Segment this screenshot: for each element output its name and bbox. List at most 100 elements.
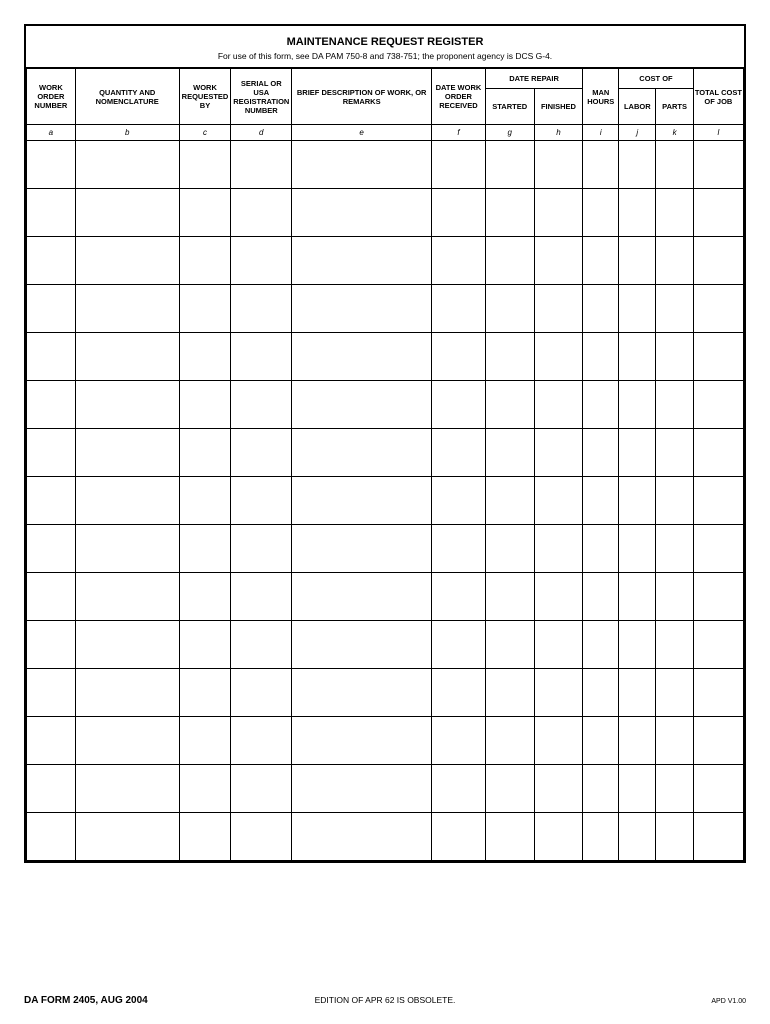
- table-cell[interactable]: [75, 381, 179, 429]
- table-cell[interactable]: [75, 285, 179, 333]
- table-cell[interactable]: [583, 573, 619, 621]
- table-cell[interactable]: [534, 381, 583, 429]
- table-cell[interactable]: [485, 813, 534, 861]
- table-cell[interactable]: [656, 525, 693, 573]
- table-cell[interactable]: [485, 381, 534, 429]
- table-cell[interactable]: [656, 189, 693, 237]
- table-cell[interactable]: [583, 333, 619, 381]
- table-cell[interactable]: [432, 189, 486, 237]
- table-cell[interactable]: [292, 621, 432, 669]
- table-cell[interactable]: [485, 429, 534, 477]
- table-cell[interactable]: [619, 333, 656, 381]
- table-cell[interactable]: [619, 717, 656, 765]
- table-cell[interactable]: [534, 285, 583, 333]
- table-cell[interactable]: [583, 765, 619, 813]
- table-cell[interactable]: [432, 333, 486, 381]
- table-cell[interactable]: [619, 525, 656, 573]
- table-cell[interactable]: [292, 333, 432, 381]
- table-cell[interactable]: [231, 189, 292, 237]
- table-cell[interactable]: [432, 141, 486, 189]
- table-cell[interactable]: [179, 189, 231, 237]
- table-cell[interactable]: [534, 573, 583, 621]
- table-cell[interactable]: [231, 237, 292, 285]
- table-cell[interactable]: [292, 765, 432, 813]
- table-cell[interactable]: [27, 813, 76, 861]
- table-cell[interactable]: [583, 669, 619, 717]
- table-cell[interactable]: [292, 573, 432, 621]
- table-cell[interactable]: [292, 813, 432, 861]
- table-cell[interactable]: [75, 573, 179, 621]
- table-cell[interactable]: [693, 333, 743, 381]
- table-cell[interactable]: [292, 477, 432, 525]
- table-cell[interactable]: [75, 333, 179, 381]
- table-cell[interactable]: [231, 573, 292, 621]
- table-cell[interactable]: [432, 285, 486, 333]
- table-cell[interactable]: [693, 621, 743, 669]
- table-cell[interactable]: [179, 813, 231, 861]
- table-cell[interactable]: [534, 717, 583, 765]
- table-cell[interactable]: [179, 669, 231, 717]
- table-cell[interactable]: [231, 477, 292, 525]
- table-cell[interactable]: [485, 189, 534, 237]
- table-cell[interactable]: [485, 525, 534, 573]
- table-cell[interactable]: [27, 525, 76, 573]
- table-cell[interactable]: [693, 381, 743, 429]
- table-cell[interactable]: [231, 765, 292, 813]
- table-cell[interactable]: [619, 477, 656, 525]
- table-cell[interactable]: [619, 429, 656, 477]
- table-cell[interactable]: [432, 669, 486, 717]
- table-cell[interactable]: [534, 621, 583, 669]
- table-cell[interactable]: [75, 141, 179, 189]
- table-cell[interactable]: [693, 525, 743, 573]
- table-cell[interactable]: [693, 813, 743, 861]
- table-cell[interactable]: [656, 717, 693, 765]
- table-cell[interactable]: [583, 813, 619, 861]
- table-cell[interactable]: [534, 669, 583, 717]
- table-cell[interactable]: [179, 765, 231, 813]
- table-cell[interactable]: [693, 285, 743, 333]
- table-cell[interactable]: [179, 717, 231, 765]
- table-cell[interactable]: [292, 141, 432, 189]
- table-cell[interactable]: [231, 333, 292, 381]
- table-cell[interactable]: [485, 237, 534, 285]
- table-cell[interactable]: [656, 333, 693, 381]
- table-cell[interactable]: [432, 765, 486, 813]
- table-cell[interactable]: [432, 717, 486, 765]
- table-cell[interactable]: [27, 333, 76, 381]
- table-cell[interactable]: [619, 621, 656, 669]
- table-cell[interactable]: [534, 477, 583, 525]
- table-cell[interactable]: [432, 525, 486, 573]
- table-cell[interactable]: [432, 381, 486, 429]
- table-cell[interactable]: [583, 477, 619, 525]
- table-cell[interactable]: [292, 717, 432, 765]
- table-cell[interactable]: [656, 429, 693, 477]
- table-cell[interactable]: [231, 429, 292, 477]
- table-cell[interactable]: [619, 285, 656, 333]
- table-cell[interactable]: [693, 189, 743, 237]
- table-cell[interactable]: [75, 477, 179, 525]
- table-cell[interactable]: [27, 237, 76, 285]
- table-cell[interactable]: [693, 477, 743, 525]
- table-cell[interactable]: [231, 621, 292, 669]
- table-cell[interactable]: [75, 765, 179, 813]
- table-cell[interactable]: [432, 573, 486, 621]
- table-cell[interactable]: [619, 237, 656, 285]
- table-cell[interactable]: [432, 621, 486, 669]
- table-cell[interactable]: [179, 621, 231, 669]
- table-cell[interactable]: [485, 621, 534, 669]
- table-cell[interactable]: [485, 573, 534, 621]
- table-cell[interactable]: [656, 813, 693, 861]
- table-cell[interactable]: [179, 477, 231, 525]
- table-cell[interactable]: [583, 381, 619, 429]
- table-cell[interactable]: [619, 381, 656, 429]
- table-cell[interactable]: [27, 621, 76, 669]
- table-cell[interactable]: [619, 573, 656, 621]
- table-cell[interactable]: [432, 477, 486, 525]
- table-cell[interactable]: [656, 141, 693, 189]
- table-cell[interactable]: [693, 237, 743, 285]
- table-cell[interactable]: [179, 141, 231, 189]
- table-cell[interactable]: [583, 429, 619, 477]
- table-cell[interactable]: [583, 141, 619, 189]
- table-cell[interactable]: [534, 429, 583, 477]
- table-cell[interactable]: [693, 141, 743, 189]
